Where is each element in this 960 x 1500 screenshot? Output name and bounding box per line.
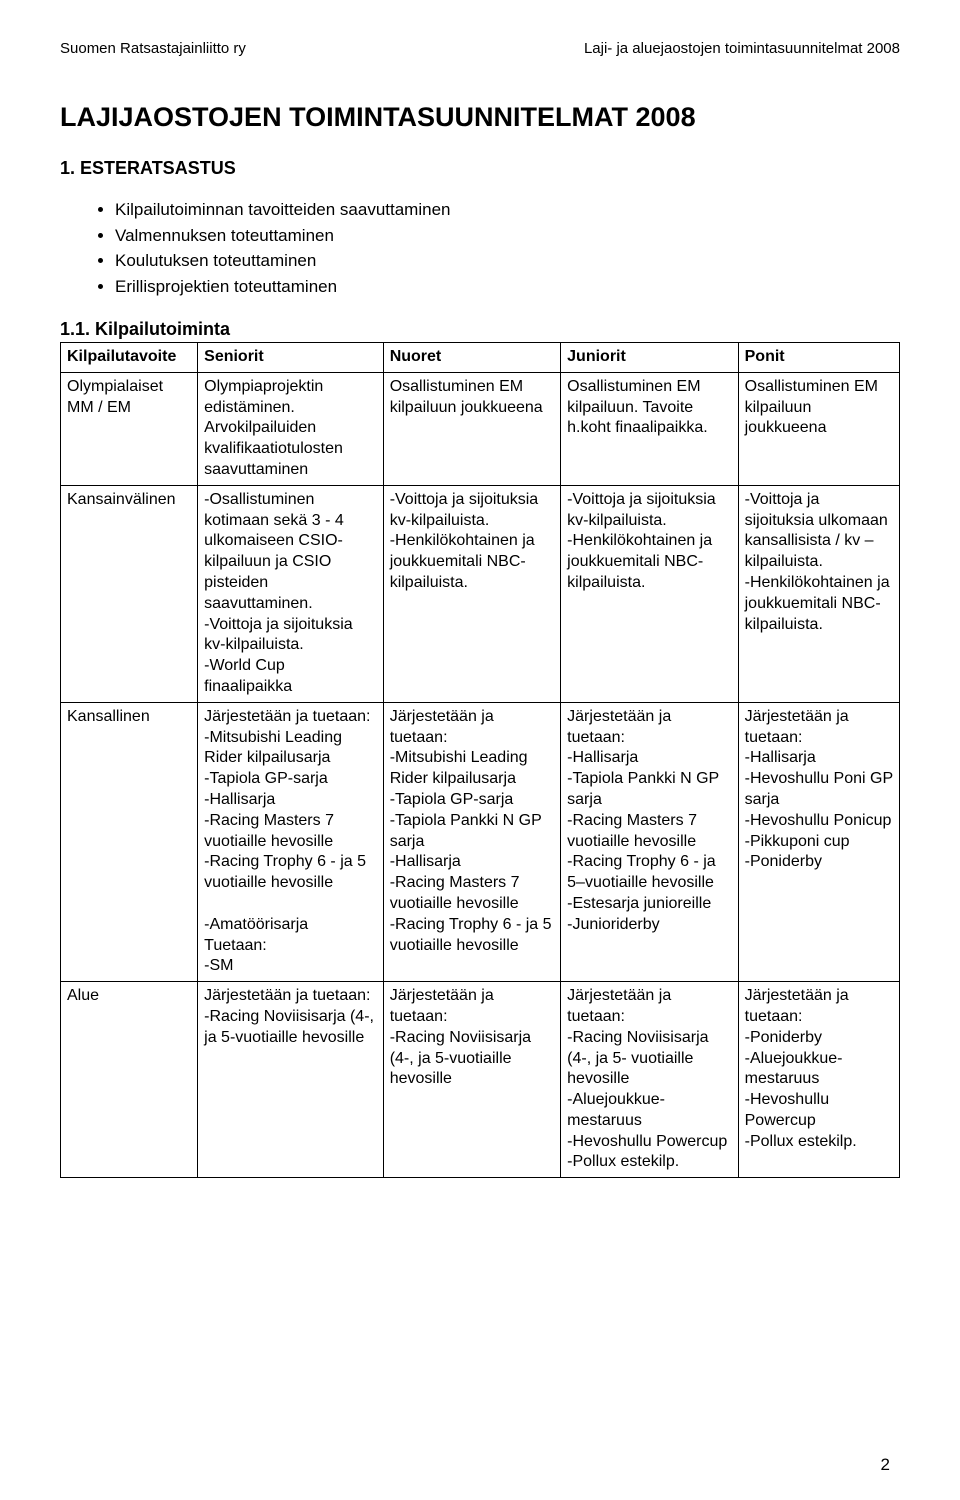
table-header-row: Kilpailutavoite Seniorit Nuoret Juniorit… [61,343,900,373]
cell: Järjestetään ja tuetaan:-Hallisarja-Hevo… [738,702,899,981]
cell: Osallistuminen EM kilpailuun. Tavoite h.… [561,372,738,485]
table-body: Olympialaiset MM / EM Olympiaprojektin e… [61,372,900,1177]
cell: Osallistuminen EM kilpailuun joukkueena [738,372,899,485]
main-title: LAJIJAOSTOJEN TOIMINTASUUNNITELMAT 2008 [60,102,900,133]
table-row: Kansainvälinen -Osallistuminen kotimaan … [61,485,900,702]
bullet-list: Kilpailutoiminnan tavoitteiden saavuttam… [115,197,900,299]
bullet-item: Erillisprojektien toteuttaminen [115,274,900,300]
competition-table: Kilpailutavoite Seniorit Nuoret Juniorit… [60,342,900,1178]
col-header: Nuoret [383,343,560,373]
cell: Järjestetään ja tuetaan:-Racing Noviisis… [383,982,560,1178]
cell: Osallistuminen EM kilpailuun joukkueena [383,372,560,485]
table-container: Kilpailutavoite Seniorit Nuoret Juniorit… [60,342,900,1178]
cell: Järjestetään ja tuetaan:-Mitsubishi Lead… [198,702,384,981]
col-header: Kilpailutavoite [61,343,198,373]
page-header: Suomen Ratsastajainliitto ry Laji- ja al… [60,40,900,57]
header-right: Laji- ja aluejaostojen toimintasuunnitel… [584,40,900,57]
header-left: Suomen Ratsastajainliitto ry [60,40,246,57]
table-row: Alue Järjestetään ja tuetaan:-Racing Nov… [61,982,900,1178]
bullet-item: Kilpailutoiminnan tavoitteiden saavuttam… [115,197,900,223]
sub-heading: 1.1. Kilpailutoiminta [60,319,900,340]
cell: -Voittoja ja sijoituksia ulkomaan kansal… [738,485,899,702]
table-row: Olympialaiset MM / EM Olympiaprojektin e… [61,372,900,485]
cell: Olympialaiset MM / EM [61,372,198,485]
page-number: 2 [881,1455,890,1475]
cell: Alue [61,982,198,1178]
bullet-item: Valmennuksen toteuttaminen [115,223,900,249]
cell: Kansallinen [61,702,198,981]
col-header: Seniorit [198,343,384,373]
cell: -Voittoja ja sijoituksia kv-kilpailuista… [561,485,738,702]
cell: Olympiaprojektin edistäminen. Arvokilpai… [198,372,384,485]
cell: -Voittoja ja sijoituksia kv-kilpailuista… [383,485,560,702]
section-title: 1. ESTERATSASTUS [60,158,900,179]
cell: Järjestetään ja tuetaan:-Mitsubishi Lead… [383,702,560,981]
cell: Järjestetään ja tuetaan:-Racing Noviisis… [198,982,384,1178]
cell: Järjestetään ja tuetaan:-Hallisarja-Tapi… [561,702,738,981]
cell: -Osallistuminen kotimaan sekä 3 - 4 ulko… [198,485,384,702]
col-header: Juniorit [561,343,738,373]
col-header: Ponit [738,343,899,373]
cell: Kansainvälinen [61,485,198,702]
cell: Järjestetään ja tuetaan:-Racing Noviisis… [561,982,738,1178]
bullet-item: Koulutuksen toteuttaminen [115,248,900,274]
cell: Järjestetään ja tuetaan:-Poniderby-Aluej… [738,982,899,1178]
table-row: Kansallinen Järjestetään ja tuetaan:-Mit… [61,702,900,981]
